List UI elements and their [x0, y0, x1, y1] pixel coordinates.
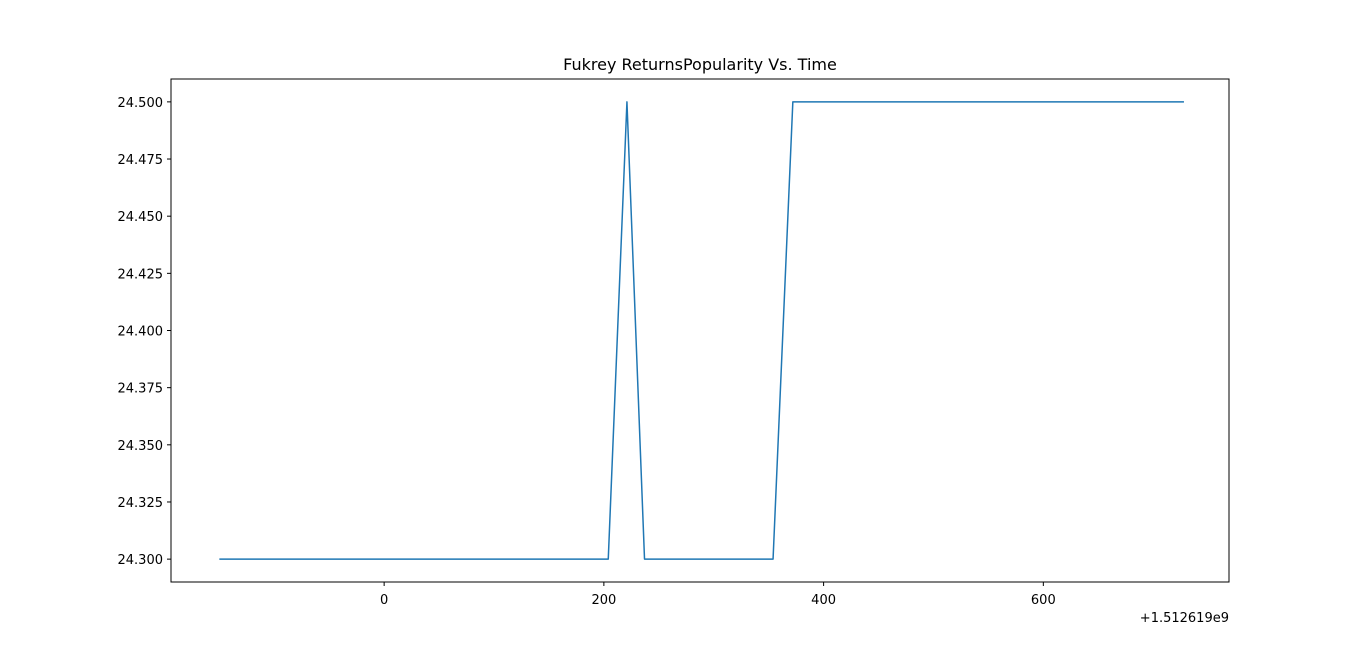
x-axis-ticks: 0 200 400 600: [380, 582, 1056, 608]
y-tick-label: 24.375: [118, 382, 164, 397]
y-tick-label: 24.475: [118, 153, 164, 168]
y-axis-ticks: 24.300 24.325 24.350 24.375 24.400 24.425 24.4…: [118, 96, 171, 568]
x-tick-label: 600: [1031, 593, 1056, 608]
y-tick-label: 24.425: [118, 267, 164, 282]
y-tick-label: 24.450: [118, 210, 164, 225]
x-axis-offset-label: +1.512619e9: [1140, 611, 1229, 626]
axes-frame: [170, 78, 1230, 583]
x-tick-label: 400: [811, 593, 836, 608]
y-tick-label: 24.400: [118, 325, 164, 340]
plot-area: [219, 101, 1184, 560]
chart-title: Fukrey ReturnsPopularity Vs. Time: [563, 55, 837, 74]
y-tick-label: 24.300: [118, 553, 164, 568]
y-tick-label: 24.325: [118, 496, 164, 511]
series-line-0: [219, 101, 1184, 560]
x-tick-label: 200: [591, 593, 616, 608]
x-tick-label: 0: [380, 593, 388, 608]
y-tick-label: 24.350: [118, 439, 164, 454]
y-tick-label: 24.500: [118, 96, 164, 111]
